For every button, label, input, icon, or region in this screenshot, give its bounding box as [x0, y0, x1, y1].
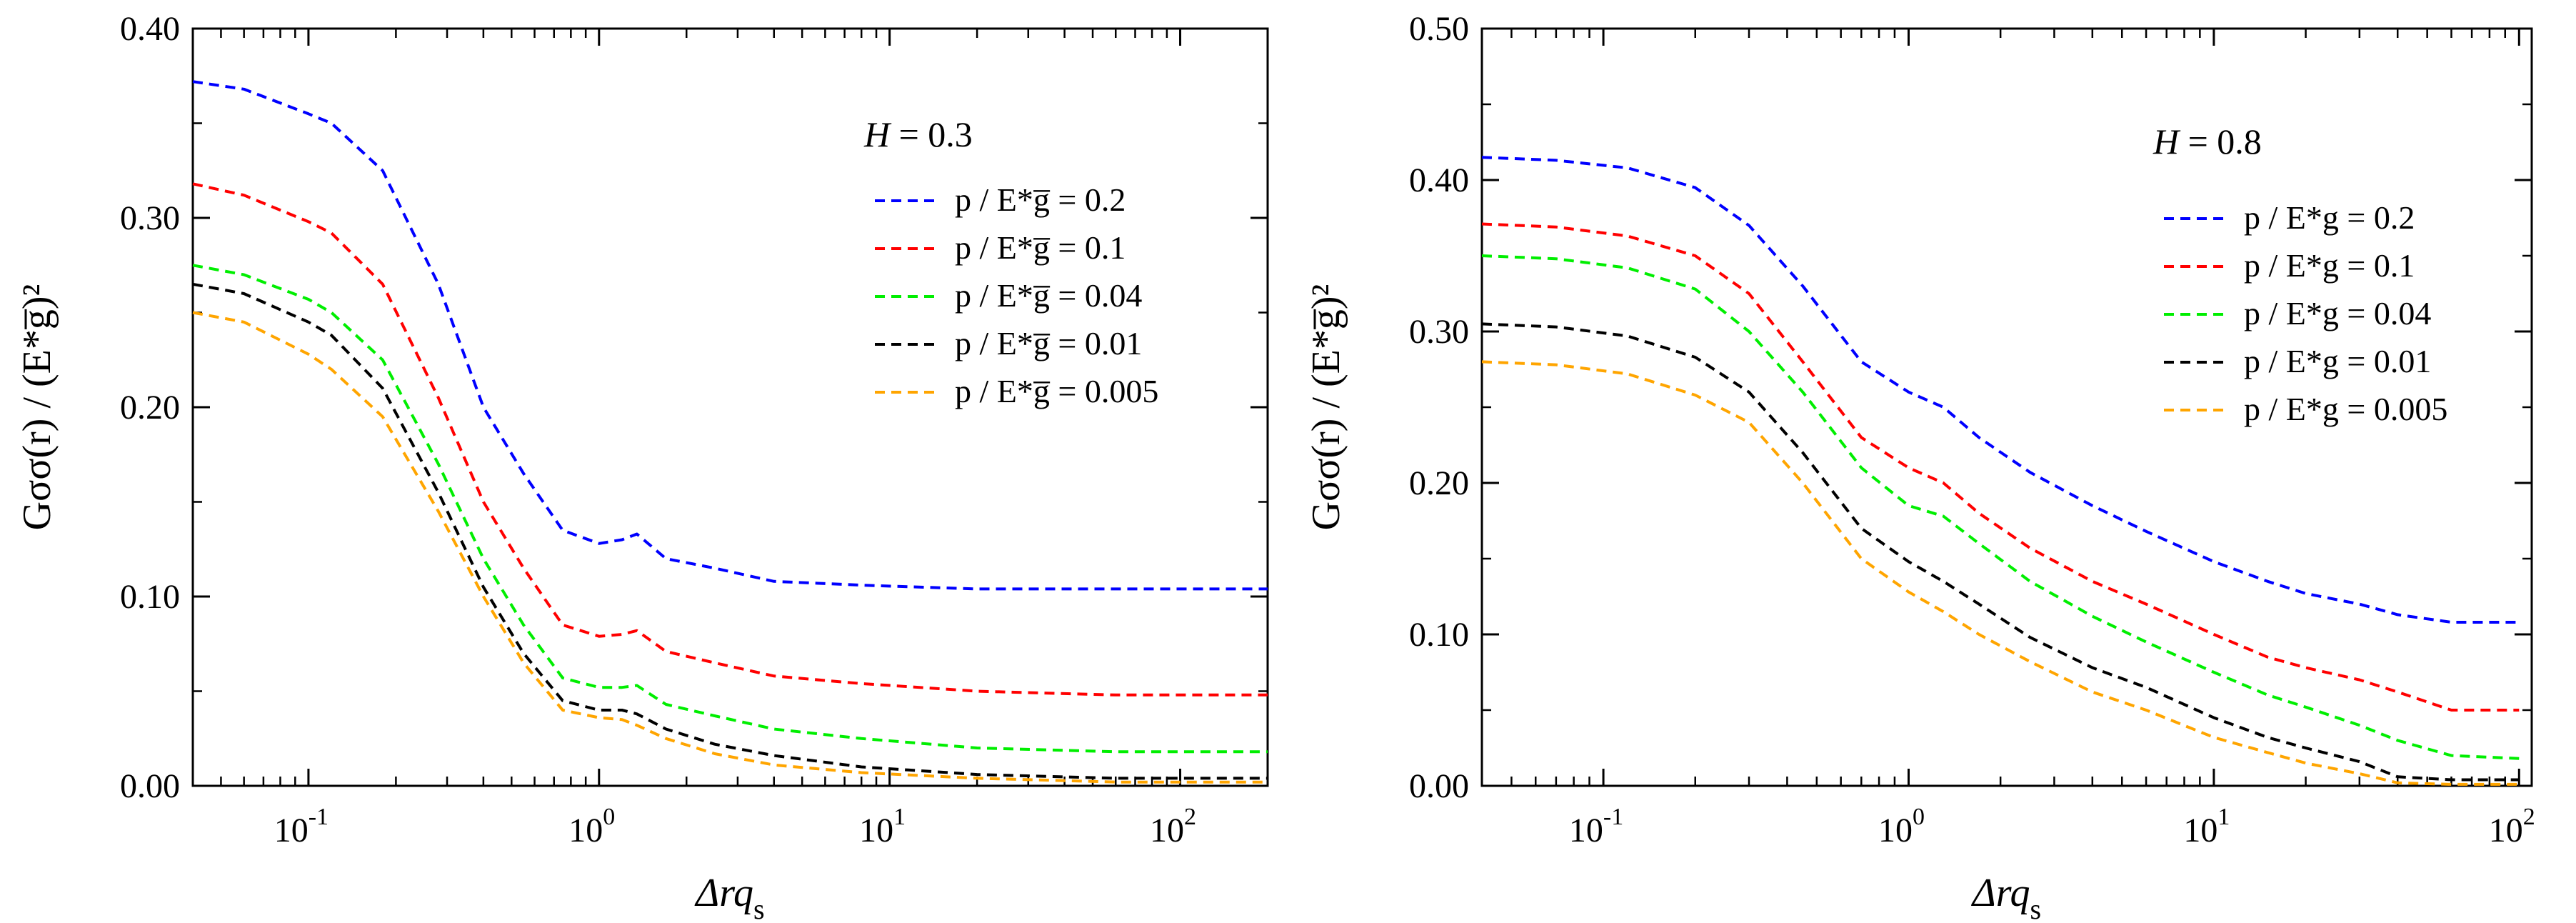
x-axis-title: Δrqs [1971, 871, 2041, 923]
y-tick-label: 0.50 [1409, 10, 1469, 48]
x-tick-exponent: -1 [309, 804, 329, 830]
h-annotation-symbol: H [863, 114, 892, 154]
h-annotation-symbol: H [2152, 121, 2181, 161]
x-tick-exponent: 2 [1184, 804, 1196, 830]
y-tick-label: 0.10 [120, 578, 180, 616]
h-annotation-value: = 0.8 [2179, 121, 2262, 161]
series-line [1481, 254, 2520, 760]
x-tick-exponent: 0 [1913, 804, 1925, 830]
series-line [1481, 156, 2520, 624]
x-tick-exponent: 2 [2523, 804, 2535, 830]
x-tick-exponent: 0 [603, 804, 615, 830]
x-axis-title-main: Δrq [1971, 871, 2030, 915]
legend-label: p / E*g̅ = 0.1 [955, 229, 1126, 266]
x-tick-exponent: 1 [893, 804, 906, 830]
y-tick-label: 0.10 [1409, 616, 1469, 654]
h-annotation: H = 0.3 [863, 114, 973, 154]
legend-label: p / E*g = 0.04 [2244, 295, 2431, 331]
y-tick-label: 0.30 [120, 199, 180, 237]
legend-label: p / E*g̅ = 0.01 [955, 325, 1142, 361]
x-axis-title-subscript: s [753, 893, 765, 923]
legend-label: p / E*g̅ = 0.005 [955, 373, 1158, 409]
x-axis-title: Δrqs [694, 871, 764, 923]
series-line [192, 264, 1268, 754]
series-line [1481, 360, 2520, 786]
series-line [192, 80, 1268, 591]
y-tick-label: 0.20 [120, 389, 180, 426]
y-axis-title: Gσσ(r) / (E*g̅)² [1304, 284, 1348, 531]
legend-label: p / E*g̅ = 0.04 [955, 277, 1142, 314]
y-tick-label: 0.40 [120, 10, 180, 48]
legend-label: p / E*g = 0.1 [2244, 247, 2415, 284]
legend-label: p / E*g̅ = 0.2 [955, 181, 1126, 218]
x-tick-label: 102 [1150, 804, 1196, 849]
series-line [1481, 322, 2520, 782]
y-tick-label: 0.40 [1409, 161, 1469, 199]
x-tick-exponent: 1 [2217, 804, 2230, 830]
h-annotation-value: = 0.3 [890, 114, 973, 154]
series-line [192, 282, 1268, 780]
x-tick-label: 10-1 [1569, 804, 1623, 849]
x-tick-label: 10-1 [274, 804, 329, 849]
legend-label: p / E*g = 0.005 [2244, 391, 2447, 427]
y-tick-label: 0.30 [1409, 313, 1469, 351]
x-tick-label: 100 [1878, 804, 1925, 849]
y-tick-label: 0.00 [120, 767, 180, 805]
x-tick-label: 100 [568, 804, 615, 849]
legend-label: p / E*g = 0.01 [2244, 343, 2431, 379]
x-tick-label: 102 [2489, 804, 2535, 849]
x-tick-label: 101 [859, 804, 906, 849]
x-tick-exponent: -1 [1603, 804, 1623, 830]
x-axis-title-subscript: s [2030, 893, 2042, 923]
x-tick-label: 101 [2183, 804, 2230, 849]
x-axis-title-main: Δrq [694, 871, 753, 915]
y-tick-label: 0.00 [1409, 767, 1469, 805]
legend-label: p / E*g = 0.2 [2244, 199, 2415, 236]
y-axis-title: Gσσ(r) / (E*g̅)² [15, 284, 59, 531]
series-line [192, 182, 1268, 697]
series-line [192, 311, 1268, 784]
y-tick-label: 0.20 [1409, 464, 1469, 502]
h-annotation: H = 0.8 [2152, 121, 2262, 161]
